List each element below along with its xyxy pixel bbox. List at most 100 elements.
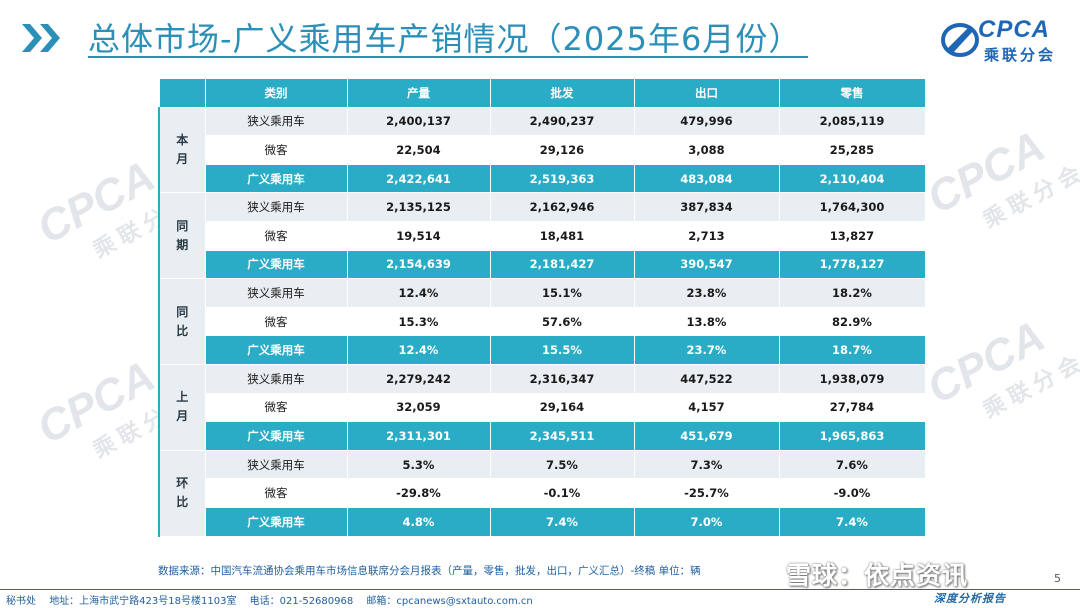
table-row: 微客 22,504 29,126 3,088 25,285	[159, 135, 926, 165]
value-cell: -9.0%	[778, 478, 926, 508]
overlay-watermark-text: 雪球：依点资讯	[786, 561, 969, 590]
table-header-row: 类别 产量 批发 出口 零售	[158, 78, 926, 108]
category-cell: 狭义乘用车	[204, 363, 348, 394]
value-cell: 29,126	[489, 135, 635, 165]
value-cell: 483,084	[633, 163, 780, 194]
category-cell: 微客	[204, 220, 348, 251]
data-source-note: 数据来源：中国汽车流通协会乘用车市场信息联席分会月报表（产量，零售，批发，出口，…	[158, 565, 701, 577]
category-cell: 微客	[204, 392, 348, 423]
value-cell: -29.8%	[346, 478, 491, 508]
value-cell: 15.1%	[489, 278, 635, 308]
value-cell: 12.4%	[346, 278, 491, 308]
value-cell: 15.3%	[346, 306, 491, 337]
category-cell: 广义乘用车	[204, 335, 348, 365]
category-cell: 广义乘用车	[204, 506, 348, 537]
value-cell: 2,181,427	[489, 249, 635, 280]
table-row: 广义乘用车 2,154,639 2,181,427 390,547 1,778,127	[159, 249, 926, 280]
table-row: 上月狭义乘用车 2,279,242 2,316,347 447,522 1,938,07…	[158, 363, 926, 451]
value-cell: 479,996	[633, 106, 780, 137]
value-cell: 19,514	[346, 220, 491, 251]
value-cell: 18.7%	[778, 335, 926, 365]
value-cell: 7.4%	[778, 506, 926, 537]
value-cell: 4,157	[633, 392, 780, 423]
group-label: 上月	[158, 363, 206, 451]
value-cell: 2,279,242	[346, 363, 491, 394]
table-row: 本月狭义乘用车 2,400,137 2,490,237 479,996 2,085,11…	[158, 106, 926, 194]
logo-emblem-icon	[941, 23, 979, 57]
value-cell: 2,135,125	[346, 192, 491, 222]
value-cell: 2,162,946	[489, 192, 635, 222]
footer-email[interactable]: 邮箱：cpcanews@sxtauto.com.cn	[366, 596, 533, 607]
table-row: 同比狭义乘用车 12.4% 15.1% 23.8% 18.2%	[158, 278, 926, 365]
value-cell: 22,504	[346, 135, 491, 165]
table-row: 广义乘用车 12.4% 15.5% 23.7% 18.7%	[159, 335, 926, 365]
table-row: 广义乘用车 2,422,641 2,519,363 483,084 2,110,404	[159, 163, 926, 194]
value-cell: 390,547	[633, 249, 780, 280]
table-row: 同期狭义乘用车 2,135,125 2,162,946 387,834 1,764,30…	[158, 192, 926, 280]
category-cell: 狭义乘用车	[204, 278, 348, 308]
category-cell: 狭义乘用车	[204, 449, 348, 480]
logo-text-cn: 乘联分会	[984, 46, 1057, 64]
value-cell: 2,422,641	[346, 163, 491, 194]
page-number: 5	[1054, 572, 1061, 585]
table-row: 微客 19,514 18,481 2,713 13,827	[159, 220, 926, 251]
value-cell: 7.0%	[633, 506, 780, 537]
column-header: 产量	[346, 78, 491, 108]
footer-secretariat: 秘书处	[6, 596, 36, 607]
watermark-logo: CPCA 乘联分会	[919, 121, 1080, 233]
footer-slogan: 深度分析报告	[934, 592, 1006, 605]
group-label: 同比	[158, 278, 206, 365]
value-cell: 27,784	[778, 392, 926, 423]
value-cell: 23.7%	[633, 335, 780, 365]
value-cell: 7.3%	[633, 449, 780, 480]
value-cell: 2,110,404	[778, 163, 926, 194]
value-cell: 32,059	[346, 392, 491, 423]
category-cell: 微客	[204, 135, 348, 165]
group-label: 同期	[158, 192, 206, 280]
value-cell: 1,778,127	[778, 249, 926, 280]
category-cell: 广义乘用车	[204, 249, 348, 280]
value-cell: 13.8%	[633, 306, 780, 337]
cpca-logo: CPCA 乘联分会	[940, 16, 1064, 64]
value-cell: 3,088	[633, 135, 780, 165]
footer-address: 地址：上海市武宁路423号18号楼1103室	[49, 596, 237, 607]
logo-text-en: CPCA	[978, 16, 1051, 43]
table-row: 微客 15.3% 57.6% 13.8% 82.9%	[159, 306, 926, 337]
value-cell: 5.3%	[346, 449, 491, 480]
category-cell: 微客	[204, 306, 348, 337]
value-cell: 12.4%	[346, 335, 491, 365]
value-cell: 451,679	[633, 421, 780, 451]
table-row: 微客 -29.8% -0.1% -25.7% -9.0%	[159, 478, 926, 508]
column-header: 类别	[204, 78, 348, 108]
value-cell: 82.9%	[778, 306, 926, 337]
value-cell: 2,316,347	[489, 363, 635, 394]
category-cell: 狭义乘用车	[204, 106, 348, 137]
value-cell: 29,164	[489, 392, 635, 423]
header-corner	[158, 78, 206, 108]
value-cell: 2,085,119	[778, 106, 926, 137]
column-header: 零售	[778, 78, 926, 108]
value-cell: 18,481	[489, 220, 635, 251]
value-cell: 2,154,639	[346, 249, 491, 280]
value-cell: 1,764,300	[778, 192, 926, 222]
sales-table: 类别 产量 批发 出口 零售 本月狭义乘用车 2,400,137 2,490,237…	[158, 78, 926, 537]
table-row: 环比狭义乘用车 5.3% 7.5% 7.3% 7.6%	[158, 449, 926, 537]
page-title: 总体市场-广义乘用车产销情况（2025年6月份）	[88, 20, 802, 58]
value-cell: 18.2%	[778, 278, 926, 308]
chevron-right-icon	[22, 24, 60, 52]
value-cell: 23.8%	[633, 278, 780, 308]
column-header: 出口	[633, 78, 780, 108]
group-label: 环比	[158, 449, 206, 537]
footer-phone: 电话：021-52680968	[249, 596, 354, 607]
value-cell: 1,938,079	[778, 363, 926, 394]
value-cell: 57.6%	[489, 306, 635, 337]
footer-contact: 秘书处 地址：上海市武宁路423号18号楼1103室 电话：021-526809…	[6, 592, 543, 607]
value-cell: 2,400,137	[346, 106, 491, 137]
category-cell: 狭义乘用车	[204, 192, 348, 222]
value-cell: 2,713	[633, 220, 780, 251]
value-cell: 387,834	[633, 192, 780, 222]
table-row: 广义乘用车 4.8% 7.4% 7.0% 7.4%	[159, 506, 926, 537]
value-cell: 7.4%	[489, 506, 635, 537]
value-cell: 1,965,863	[778, 421, 926, 451]
value-cell: 447,522	[633, 363, 780, 394]
